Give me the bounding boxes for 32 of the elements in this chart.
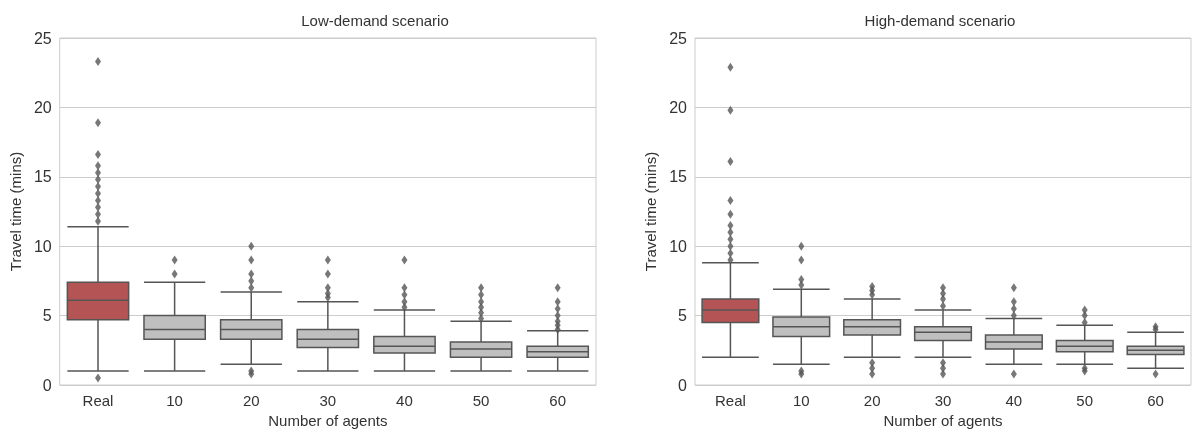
y-tick-label: 5 — [42, 307, 52, 325]
x-tick-label: Real — [715, 392, 746, 409]
x-tick-label: 40 — [396, 392, 413, 409]
x-tick-label: 20 — [242, 392, 260, 409]
x-tick-label: 60 — [1147, 392, 1164, 409]
y-tick-label: 0 — [42, 376, 52, 394]
x-tick-label: 10 — [166, 392, 183, 409]
x-tick-label: 10 — [792, 392, 810, 409]
x-axis-title: Number of agents — [268, 411, 388, 429]
y-axis-title: Travel time (mins) — [642, 151, 660, 272]
y-tick-label: 25 — [669, 29, 688, 47]
y-tick-label: 20 — [33, 98, 52, 116]
y-tick-label: 5 — [678, 307, 688, 325]
y-tick-label: 15 — [669, 168, 688, 186]
x-tick-label: 50 — [1076, 392, 1094, 409]
x-tick-label: 60 — [549, 392, 567, 409]
x-tick-label: 30 — [319, 392, 337, 409]
x-tick-label: 50 — [472, 392, 490, 409]
x-tick-label: Real — [82, 392, 114, 409]
chart-title: High-demand scenario — [864, 12, 1016, 29]
x-tick-label: 40 — [1005, 392, 1023, 409]
y-axis-title: Travel time (mins) — [7, 151, 24, 272]
y-tick-label: 10 — [669, 237, 688, 255]
y-tick-label: 25 — [33, 29, 52, 47]
y-tick-label: 0 — [678, 376, 688, 394]
y-tick-label: 10 — [33, 237, 52, 255]
y-tick-label: 15 — [33, 168, 52, 186]
x-tick-label: 30 — [934, 392, 952, 409]
y-tick-label: 20 — [669, 98, 688, 116]
x-axis-title: Number of agents — [883, 411, 1003, 429]
x-tick-label: 20 — [863, 392, 881, 409]
chart-title: Low-demand scenario — [301, 12, 449, 29]
